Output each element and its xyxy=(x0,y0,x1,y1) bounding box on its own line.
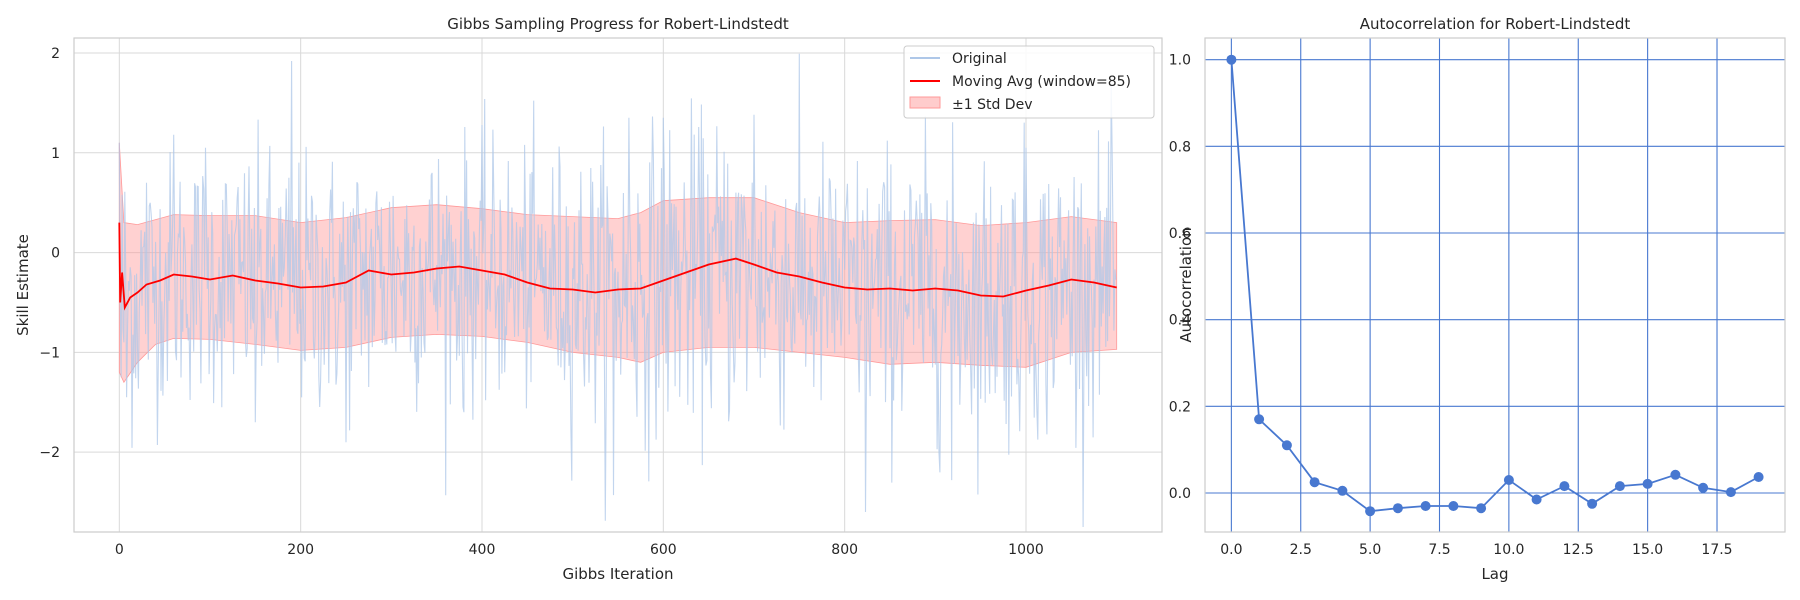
left-x-tick-label: 0 xyxy=(115,542,124,558)
left-y-tick-label: −1 xyxy=(39,345,60,361)
right-y-tick-label: 1.0 xyxy=(1169,53,1191,69)
right-x-axis-label: Lag xyxy=(1481,565,1508,583)
right-y-axis-label: Autocorrelation xyxy=(1177,227,1195,342)
left-x-ticks: 0 200 400 600 800 1000 xyxy=(115,542,1044,558)
autocorrelation-trace xyxy=(1230,59,1760,513)
right-y-tick-label: 0.0 xyxy=(1169,486,1191,502)
autocorrelation-point xyxy=(1531,494,1542,505)
autocorrelation-point xyxy=(1254,414,1265,425)
autocorrelation-point xyxy=(1281,440,1292,451)
original-series-line xyxy=(118,53,1117,528)
right-x-tick-label: 17.5 xyxy=(1701,542,1732,558)
left-y-tick-label: −2 xyxy=(39,445,60,461)
left-grid xyxy=(74,38,1162,532)
autocorrelation-point xyxy=(1753,472,1764,482)
autocorrelation-point xyxy=(1503,475,1514,485)
legend: Original Moving Avg (window=85) ±1 Std D… xyxy=(903,45,1155,119)
autocorrelation-point xyxy=(1309,477,1320,488)
autocorrelation-point xyxy=(1392,503,1403,514)
autocorrelation-line xyxy=(1230,59,1760,513)
right-x-tick-label: 5.0 xyxy=(1359,542,1381,558)
right-x-tick-label: 0.0 xyxy=(1220,542,1242,558)
right-y-tick-label: 0.6 xyxy=(1169,226,1191,242)
autocorrelation-point xyxy=(1365,506,1376,517)
left-x-tick-label: 200 xyxy=(287,542,314,558)
autocorrelation-point xyxy=(1587,498,1598,509)
left-y-tick-label: 0 xyxy=(51,246,60,262)
autocorrelation-points xyxy=(1226,54,1764,517)
right-x-tick-label: 10.0 xyxy=(1493,542,1524,558)
left-y-tick-label: 2 xyxy=(51,46,60,62)
autocorrelation-point xyxy=(1698,482,1709,493)
autocorrelation-point xyxy=(1670,469,1681,480)
right-plot-frame xyxy=(1204,37,1786,533)
autocorrelation-point xyxy=(1725,487,1736,498)
original-trace xyxy=(118,53,1117,528)
right-grid xyxy=(1205,38,1785,532)
left-x-tick-label: 800 xyxy=(831,542,858,558)
left-y-ticks: −2 −1 0 1 2 xyxy=(39,46,60,461)
right-x-tick-label: 15.0 xyxy=(1632,542,1663,558)
autocorrelation-point xyxy=(1448,501,1459,511)
right-x-tick-label: 7.5 xyxy=(1428,542,1450,558)
autocorrelation-point xyxy=(1337,485,1348,496)
legend-moving-avg-label: Moving Avg (window=85) xyxy=(952,74,1131,90)
right-y-tick-label: 0.4 xyxy=(1169,313,1191,329)
left-chart-title: Gibbs Sampling Progress for Robert-Linds… xyxy=(447,15,789,33)
right-y-tick-label: 0.2 xyxy=(1169,399,1191,415)
legend-box xyxy=(903,45,1155,119)
legend-original-label: Original xyxy=(952,51,1007,67)
autocorrelation-chart: Autocorrelation for Robert-Lindstedt 0.0… xyxy=(1169,15,1786,583)
left-y-axis-label: Skill Estimate xyxy=(14,234,32,336)
left-plot-frame xyxy=(73,37,1163,533)
left-x-tick-label: 400 xyxy=(469,542,496,558)
left-y-tick-label: 1 xyxy=(51,146,60,162)
autocorrelation-point xyxy=(1559,481,1570,492)
autocorrelation-point xyxy=(1476,503,1487,514)
right-x-tick-label: 12.5 xyxy=(1563,542,1594,558)
left-x-axis-label: Gibbs Iteration xyxy=(562,565,673,583)
autocorrelation-point xyxy=(1420,501,1431,511)
right-y-tick-label: 0.8 xyxy=(1169,139,1191,155)
autocorrelation-point xyxy=(1614,481,1625,492)
left-x-tick-label: 600 xyxy=(650,542,677,558)
gibbs-progress-chart: Gibbs Sampling Progress for Robert-Linds… xyxy=(14,15,1163,583)
right-chart-title: Autocorrelation for Robert-Lindstedt xyxy=(1360,15,1631,33)
moving-average-trace xyxy=(118,222,1117,311)
autocorrelation-point xyxy=(1642,478,1653,489)
autocorrelation-point xyxy=(1226,54,1237,65)
right-x-tick-label: 2.5 xyxy=(1290,542,1312,558)
moving-average-line xyxy=(118,222,1117,311)
left-x-tick-label: 1000 xyxy=(1008,542,1044,558)
right-x-ticks: 0.0 2.5 5.0 7.5 10.0 12.5 15.0 17.5 xyxy=(1220,542,1732,558)
right-y-ticks: 0.0 0.2 0.4 0.6 0.8 1.0 xyxy=(1169,53,1191,502)
legend-band-label: ±1 Std Dev xyxy=(952,97,1032,113)
legend-band-swatch xyxy=(909,96,941,109)
